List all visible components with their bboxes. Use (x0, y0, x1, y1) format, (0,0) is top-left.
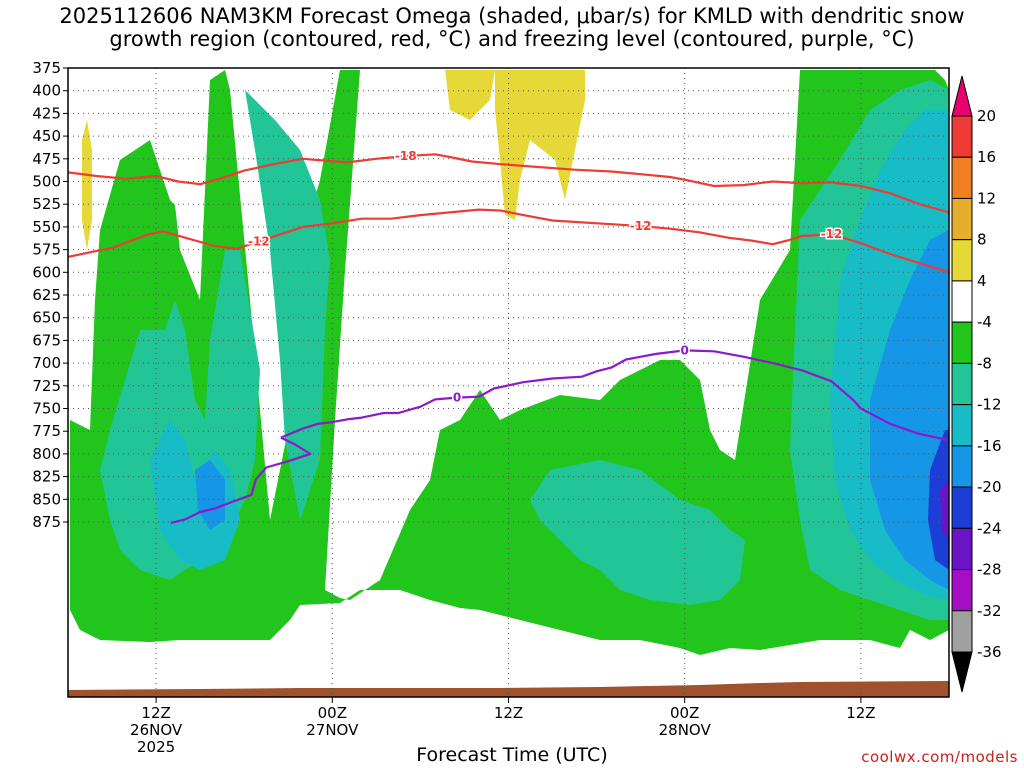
contour-label: -12 (821, 227, 843, 241)
x-tick-label: 2025 (137, 738, 175, 756)
y-tick-label: 575 (32, 241, 61, 259)
contour-label: 0 (681, 343, 689, 357)
colorbar-tick-label: -36 (977, 643, 1002, 661)
colorbar-tick-label: -32 (977, 602, 1002, 620)
x-tick-label: 26NOV (130, 721, 183, 739)
x-tick-label: 28NOV (659, 721, 712, 739)
colorbar-band (951, 197, 973, 241)
y-tick-label: 475 (32, 150, 61, 168)
colorbar-tick-label: 8 (977, 231, 987, 249)
y-tick-label: 725 (32, 377, 61, 395)
colorbar-band (951, 321, 973, 364)
colorbar-band (951, 569, 973, 612)
y-tick-label: 775 (32, 422, 61, 440)
colorbar-tick-label: -28 (977, 561, 1002, 579)
colorbar-tick-label: -24 (977, 519, 1002, 537)
x-axis-title: Forecast Time (UTC) (416, 744, 608, 766)
contour-line (68, 208, 949, 274)
x-tick-label: 12Z (846, 704, 875, 722)
colorbar-band (951, 404, 973, 447)
y-tick-label: 825 (32, 468, 61, 486)
y-tick-label: 375 (32, 59, 61, 77)
omega-band-cyan (150, 420, 240, 570)
contour-line (280, 349, 949, 442)
x-tick-label: 12Z (141, 704, 170, 722)
contour-label: -18 (395, 149, 417, 163)
y-tick-label: 650 (32, 309, 61, 327)
x-tick-label: 12Z (494, 704, 523, 722)
colorbar-band (951, 486, 973, 529)
colorbar-band (951, 156, 973, 199)
y-tick-label: 550 (32, 218, 61, 236)
y-tick-label: 400 (32, 82, 61, 100)
chart-title-line1: 2025112606 NAM3KM Forecast Omega (shaded… (59, 4, 965, 28)
omega-band-yellow (82, 120, 92, 250)
colorbar-band (951, 362, 973, 406)
contour-label: 0 (453, 391, 461, 405)
isotherm-contours: -18 -12 -12 -12 0 0 (68, 148, 949, 524)
omega-band-deepblue (928, 430, 949, 570)
y-tick-label: 525 (32, 195, 61, 213)
colorbar-tick-label: -8 (977, 354, 992, 372)
y-tick-label: 700 (32, 354, 61, 372)
contour-line (68, 153, 949, 214)
y-axis: 375 400 425 450 475 500 525 550 575 600 625 650 675 7… (32, 59, 68, 531)
colorbar-tick-label: -4 (977, 313, 992, 331)
colorbar-tick-label: -16 (977, 437, 1002, 455)
colorbar-band (951, 610, 973, 653)
y-tick-label: 675 (32, 331, 61, 349)
y-tick-label: 600 (32, 263, 61, 281)
omega-band-yellow-3 (495, 70, 585, 220)
y-tick-label: 850 (32, 490, 61, 508)
colorbar-tick-label: 20 (977, 107, 996, 125)
colorbar-arrow-bottom (951, 651, 973, 693)
colorbar-band (951, 239, 973, 282)
colorbar-band (951, 445, 973, 488)
y-tick-label: 450 (32, 127, 61, 145)
y-tick-label: 500 (32, 173, 61, 191)
colorbar-band (951, 527, 973, 571)
omega-band-green (70, 70, 949, 655)
colorbar-tick-label: -12 (977, 396, 1002, 414)
y-tick-label: 625 (32, 286, 61, 304)
x-tick-label: 00Z (318, 704, 347, 722)
y-tick-label: 425 (32, 104, 61, 122)
credit-text: coolwx.com/models (861, 748, 1018, 766)
y-tick-label: 800 (32, 445, 61, 463)
colorbar-band (951, 280, 973, 323)
colorbar-band (951, 115, 973, 158)
omega-band-teal-2 (245, 90, 330, 520)
colorbar-tick-label: 4 (977, 272, 987, 290)
x-tick-label: 27NOV (306, 721, 359, 739)
colorbar: 20 16 12 8 4 -4 -8 -12 -16 -20 -24 -28 -32 -36 (951, 75, 1002, 693)
colorbar-tick-label: 16 (977, 148, 996, 166)
chart-title-line2: growth region (contoured, red, °C) and f… (109, 27, 915, 51)
contour-label: -12 (248, 234, 270, 248)
contour-label: -12 (630, 219, 652, 233)
omega-band-yellow-2 (445, 70, 495, 120)
colorbar-tick-label: -20 (977, 478, 1002, 496)
contour-line (170, 436, 312, 524)
y-tick-label: 875 (32, 513, 61, 531)
omega-band-teal-3 (530, 460, 745, 605)
colorbar-tick-label: 12 (977, 189, 996, 207)
colorbar-arrow-top (951, 75, 973, 117)
y-tick-label: 750 (32, 400, 61, 418)
omega-band-purple (940, 480, 949, 540)
x-tick-label: 00Z (670, 704, 699, 722)
omega-shading (68, 70, 949, 697)
